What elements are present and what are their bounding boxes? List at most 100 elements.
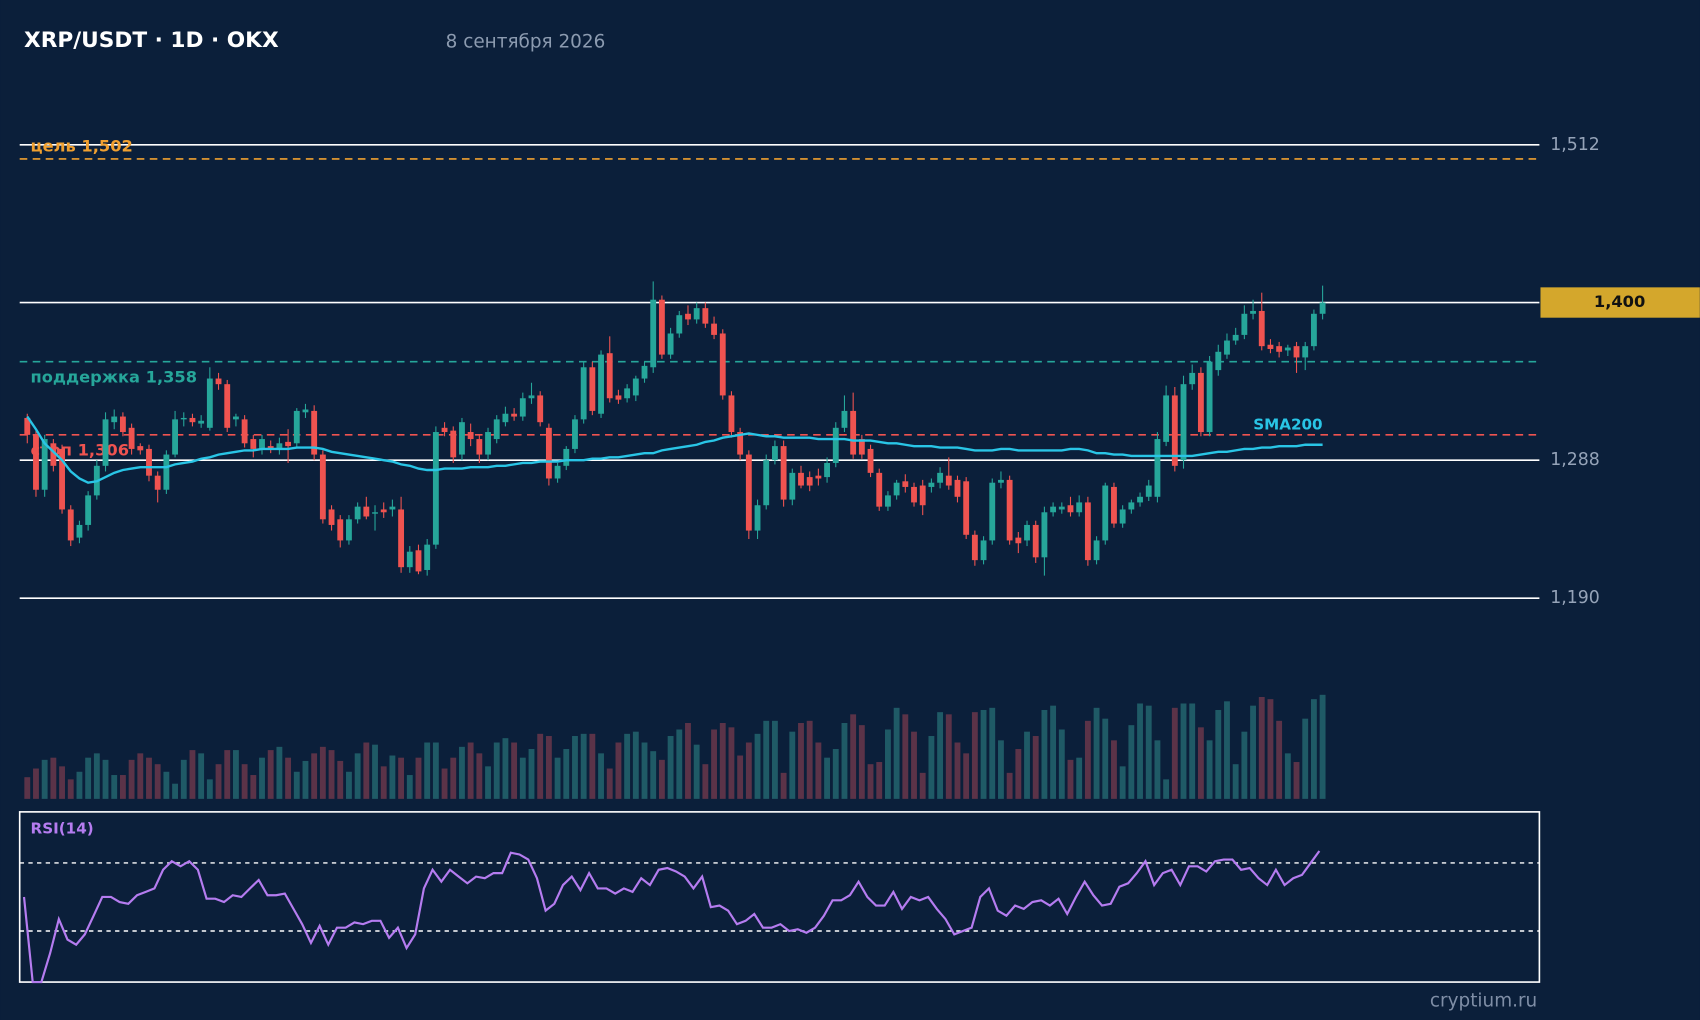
volume-bar — [467, 742, 474, 799]
volume-bar — [1154, 740, 1161, 799]
candle-body — [754, 505, 761, 531]
candle-body — [1111, 486, 1117, 524]
volume-bar — [1250, 705, 1256, 799]
volume-bar — [589, 733, 596, 799]
volume-bar — [998, 740, 1004, 799]
volume-bar — [224, 750, 231, 799]
volume-bar — [745, 742, 752, 799]
candle-body — [467, 432, 474, 440]
volume-bar — [119, 775, 126, 799]
volume-bar — [502, 738, 509, 799]
volume-bar — [1319, 694, 1326, 799]
candle-body — [693, 308, 700, 320]
y-tick-label: 1,190 — [1550, 588, 1600, 608]
volume-bar — [1084, 720, 1091, 799]
volume-bar — [67, 779, 74, 799]
volume-bar — [1163, 779, 1170, 799]
candle-body — [545, 427, 552, 479]
volume-bar — [858, 725, 865, 799]
candle-body — [354, 506, 361, 520]
candle-body — [67, 509, 74, 541]
candle-body — [363, 506, 370, 517]
volume-bar — [128, 759, 135, 799]
volume-bar — [711, 729, 717, 799]
volume-bar — [1145, 705, 1152, 799]
candle-body — [789, 472, 796, 500]
volume-bar — [676, 729, 683, 799]
volume-bar — [285, 757, 292, 799]
volume-bar — [1111, 740, 1117, 799]
candle-body — [928, 482, 935, 487]
volume-bar — [580, 733, 587, 799]
volume-bar — [206, 779, 213, 799]
volume-bar — [919, 772, 926, 799]
candle-body — [41, 439, 48, 490]
volume-bar — [259, 757, 265, 799]
candle-body — [137, 446, 144, 451]
candle-body — [771, 446, 778, 461]
candle-body — [380, 509, 387, 513]
candle-body — [1180, 384, 1187, 461]
candle-body — [1171, 395, 1178, 466]
level-label: поддержка 1,358 — [31, 367, 198, 386]
candle-body — [1058, 506, 1065, 510]
candle-body — [1032, 524, 1039, 558]
volume-bar — [111, 775, 118, 799]
candle-body — [311, 410, 318, 455]
candle-body — [119, 416, 126, 433]
volume-bar — [1006, 772, 1013, 799]
volume-bar — [232, 750, 239, 799]
volume-bar — [1102, 718, 1109, 799]
volume-bar — [1076, 757, 1083, 799]
candle-body — [1102, 485, 1109, 541]
volume-bar — [363, 742, 370, 799]
candle-body — [728, 395, 735, 433]
candle-body — [1276, 346, 1283, 352]
candle-body — [485, 432, 491, 455]
volume-bar — [198, 753, 205, 799]
candle-body — [893, 482, 900, 496]
volume-bar — [137, 753, 144, 799]
volume-bar — [441, 768, 448, 799]
volume-bar — [215, 764, 222, 799]
candle-body — [337, 519, 344, 541]
candle-body — [224, 384, 231, 428]
volume-bar — [102, 759, 109, 799]
volume-bar — [406, 775, 413, 799]
candle-body — [971, 534, 978, 561]
watermark: cryptium.ru — [1430, 991, 1537, 1012]
candle-body — [241, 419, 248, 444]
volume-bar — [485, 766, 491, 799]
volume-bar — [1276, 720, 1283, 799]
chart-subtitle: 8 сентября 2026 — [446, 31, 606, 52]
rsi-title: RSI(14) — [31, 820, 94, 838]
candle-body — [798, 472, 804, 486]
candle-body — [250, 439, 257, 449]
candle-body — [259, 439, 265, 449]
volume-bar — [763, 720, 770, 799]
volume-bar — [328, 750, 335, 799]
candle-body — [319, 454, 326, 520]
volume-bar — [606, 768, 613, 799]
volume-bar — [163, 771, 170, 799]
candle-body — [1137, 496, 1143, 503]
volume-bar — [33, 768, 39, 799]
volume-bar — [41, 759, 48, 799]
volume-bar — [667, 736, 674, 799]
candle-body — [1076, 502, 1083, 513]
volume-bar — [250, 775, 257, 799]
candle-body — [780, 446, 787, 500]
volume-bar — [1206, 740, 1213, 799]
volume-bar — [424, 742, 431, 799]
volume-bar — [545, 736, 552, 799]
candle-body — [937, 472, 944, 483]
volume-bar — [528, 749, 535, 799]
candle-body — [1119, 509, 1126, 524]
volume-bar — [1024, 731, 1030, 799]
candle-body — [493, 419, 500, 440]
candle-body — [615, 395, 622, 400]
candle-body — [850, 410, 857, 455]
volume-bar — [476, 753, 483, 799]
candle-body — [146, 448, 152, 476]
last-price-tag — [1540, 287, 1700, 318]
